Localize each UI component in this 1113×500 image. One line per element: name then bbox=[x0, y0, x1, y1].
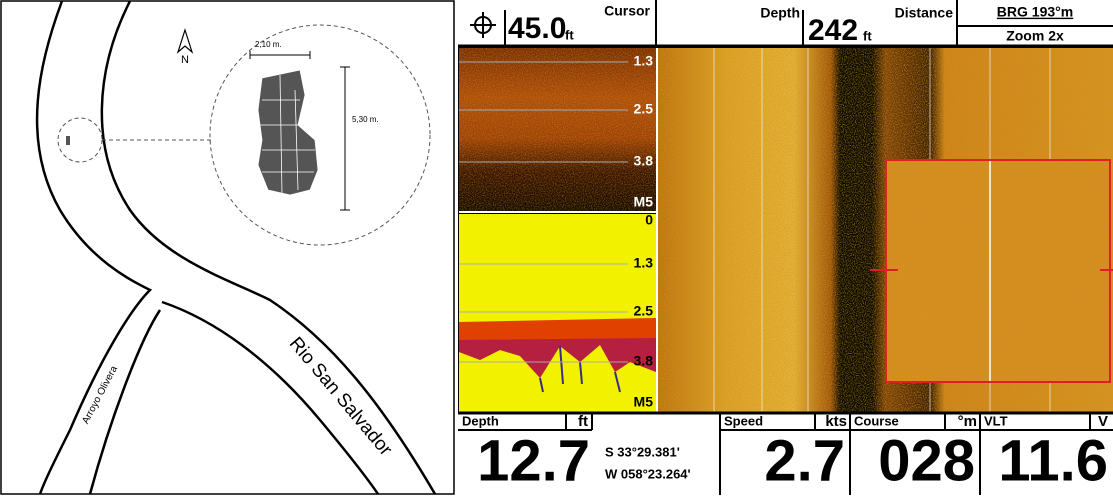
depth-grid bbox=[459, 61, 628, 363]
lower-scale-label: M5 bbox=[634, 394, 654, 410]
depth-label: Depth bbox=[760, 5, 800, 21]
width-label: 2,10 m. bbox=[255, 40, 282, 49]
lower-scale-label: 1.3 bbox=[634, 255, 654, 271]
sonar-screen: 45.0 ft Cursor Depth 242 ft Distance BRG… bbox=[458, 0, 1113, 495]
cursor-icon bbox=[470, 12, 496, 38]
map: 2,10 m. 5,30 m. N Rio San Salvador Arroy… bbox=[0, 0, 455, 495]
upper-scale-label: 3.8 bbox=[634, 153, 654, 169]
vlt-unit: V bbox=[1098, 413, 1108, 430]
site-mark bbox=[66, 136, 70, 145]
lower-scale-label: 2.5 bbox=[634, 303, 654, 319]
rock-cluster bbox=[257, 69, 319, 196]
bottom-bar bbox=[458, 413, 1113, 495]
speed-value: 2.7 bbox=[764, 428, 845, 493]
longitude: W 058°23.264' bbox=[605, 466, 691, 481]
detail-circle bbox=[209, 24, 431, 246]
rock-joints bbox=[260, 74, 315, 196]
upper-scale-label: 2.5 bbox=[634, 101, 654, 117]
course-label: Course bbox=[854, 413, 899, 428]
river-banks bbox=[35, 0, 437, 495]
upper-scale-label: M5 bbox=[634, 194, 654, 210]
lower-sonar bbox=[459, 214, 656, 412]
latitude: S 33°29.381' bbox=[605, 444, 680, 459]
depth-unit: ft bbox=[863, 28, 872, 43]
zoom: Zoom 2x bbox=[1006, 28, 1064, 44]
bearing: BRG 193°m bbox=[997, 4, 1073, 20]
cursor-unit: ft bbox=[565, 27, 574, 42]
depth-value: 242 bbox=[808, 14, 858, 47]
height-label: 5,30 m. bbox=[352, 115, 379, 124]
speed-label: Speed bbox=[724, 413, 763, 428]
upper-scale-label: 1.3 bbox=[634, 53, 654, 69]
distance-label: Distance bbox=[895, 5, 954, 21]
top-bar bbox=[458, 0, 1113, 47]
map-frame bbox=[0, 0, 455, 495]
vlt-value: 11.6 bbox=[998, 428, 1108, 493]
vlt-label: VLT bbox=[984, 413, 1008, 428]
depth-value: 12.7 bbox=[477, 428, 590, 493]
cursor-label: Cursor bbox=[604, 3, 650, 19]
north-arrow bbox=[176, 28, 194, 54]
lower-scale-label: 3.8 bbox=[634, 353, 654, 369]
course-unit: °m bbox=[958, 413, 977, 430]
depth-label: Depth bbox=[462, 413, 499, 428]
lower-scale-label: 0 bbox=[645, 212, 653, 228]
north-label: N bbox=[181, 54, 189, 66]
speed-unit: kts bbox=[825, 413, 847, 430]
depth-unit: ft bbox=[578, 413, 588, 430]
course-value: 028 bbox=[878, 428, 975, 493]
cursor-value: 45.0 bbox=[508, 12, 566, 45]
